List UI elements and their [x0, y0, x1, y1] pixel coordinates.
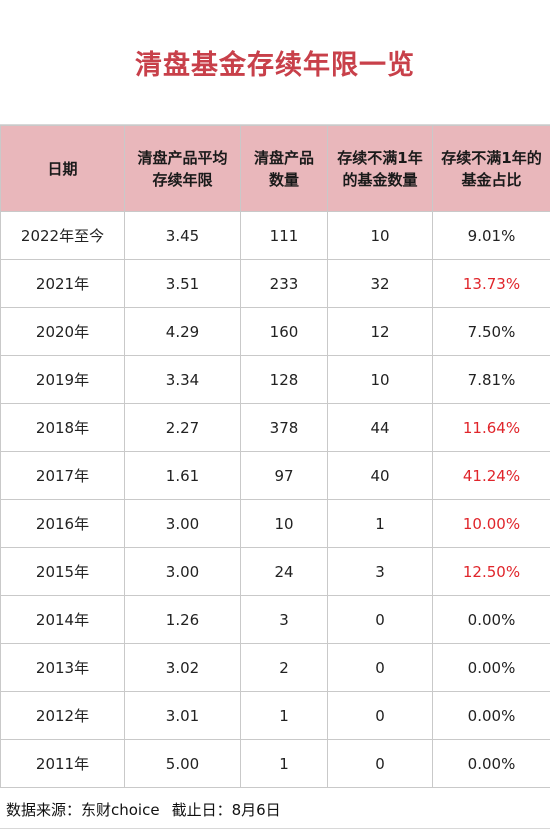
cell-under-one-ratio: 11.64% — [432, 403, 550, 452]
cell-under-one-ratio: 7.50% — [432, 307, 550, 356]
cell-count: 10 — [240, 499, 328, 548]
header-count: 清盘产品 数量 — [240, 125, 328, 212]
cell-under-one-ratio: 7.81% — [432, 355, 550, 404]
cell-under-one-count: 3 — [327, 547, 433, 596]
table-row: 2012年 3.01 1 0 0.00% — [0, 691, 550, 740]
cell-under-one-ratio: 10.00% — [432, 499, 550, 548]
cell-count: 378 — [240, 403, 328, 452]
table-row: 2015年 3.00 24 3 12.50% — [0, 547, 550, 596]
source-note: 数据来源：东财choice 截止日：8月6日 — [6, 792, 281, 826]
table-row: 2022年至今 3.45 111 10 9.01% — [0, 211, 550, 260]
cell-count: 97 — [240, 451, 328, 500]
header-avg-years: 清盘产品平均 存续年限 — [124, 125, 241, 212]
cell-avg-years: 1.61 — [124, 451, 241, 500]
cell-avg-years: 3.00 — [124, 499, 241, 548]
cell-under-one-ratio: 0.00% — [432, 691, 550, 740]
cell-under-one-ratio: 0.00% — [432, 595, 550, 644]
cell-avg-years: 3.00 — [124, 547, 241, 596]
table-row: 2020年 4.29 160 12 7.50% — [0, 307, 550, 356]
cell-under-one-count: 12 — [327, 307, 433, 356]
cutoff-date: 截止日：8月6日 — [171, 800, 281, 819]
cell-date: 2019年 — [0, 355, 125, 404]
table-row: 2018年 2.27 378 44 11.64% — [0, 403, 550, 452]
cell-count: 111 — [240, 211, 328, 260]
header-date: 日期 — [0, 125, 125, 212]
cell-under-one-count: 1 — [327, 499, 433, 548]
cell-date: 2017年 — [0, 451, 125, 500]
cell-count: 128 — [240, 355, 328, 404]
cell-under-one-count: 0 — [327, 691, 433, 740]
cell-avg-years: 1.26 — [124, 595, 241, 644]
cell-under-one-count: 0 — [327, 595, 433, 644]
table-row: 2011年 5.00 1 0 0.00% — [0, 739, 550, 788]
cell-under-one-ratio: 12.50% — [432, 547, 550, 596]
cell-under-one-count: 0 — [327, 643, 433, 692]
cell-avg-years: 3.01 — [124, 691, 241, 740]
table-body: 2022年至今 3.45 111 10 9.01% 2021年 3.51 233 32 13.73… — [0, 211, 550, 788]
footer-divider — [0, 828, 550, 829]
cell-under-one-count: 32 — [327, 259, 433, 308]
header-under-one-count: 存续不满1年 的基金数量 — [327, 125, 433, 212]
cell-date: 2014年 — [0, 595, 125, 644]
cell-under-one-ratio: 9.01% — [432, 211, 550, 260]
cell-count: 233 — [240, 259, 328, 308]
cell-count: 24 — [240, 547, 328, 596]
source-text: 数据来源：东财choice — [6, 800, 160, 819]
cell-date: 2015年 — [0, 547, 125, 596]
cell-date: 2022年至今 — [0, 211, 125, 260]
cell-under-one-ratio: 41.24% — [432, 451, 550, 500]
cell-date: 2018年 — [0, 403, 125, 452]
cell-count: 160 — [240, 307, 328, 356]
cell-under-one-count: 10 — [327, 211, 433, 260]
cell-date: 2016年 — [0, 499, 125, 548]
table-row: 2014年 1.26 3 0 0.00% — [0, 595, 550, 644]
cell-under-one-count: 10 — [327, 355, 433, 404]
cell-under-one-count: 44 — [327, 403, 433, 452]
title-divider — [0, 124, 550, 125]
table-header-row: 日期 清盘产品平均 存续年限 清盘产品 数量 存续不满1年 的基金数量 存续不满… — [0, 125, 550, 212]
cell-under-one-ratio: 0.00% — [432, 739, 550, 788]
cell-date: 2011年 — [0, 739, 125, 788]
cell-avg-years: 3.51 — [124, 259, 241, 308]
cell-under-one-count: 40 — [327, 451, 433, 500]
cell-date: 2012年 — [0, 691, 125, 740]
cell-count: 1 — [240, 739, 328, 788]
cell-avg-years: 2.27 — [124, 403, 241, 452]
table-row: 2013年 3.02 2 0 0.00% — [0, 643, 550, 692]
table-row: 2016年 3.00 10 1 10.00% — [0, 499, 550, 548]
fund-duration-table: 日期 清盘产品平均 存续年限 清盘产品 数量 存续不满1年 的基金数量 存续不满… — [0, 125, 550, 788]
cell-avg-years: 5.00 — [124, 739, 241, 788]
table-row: 2021年 3.51 233 32 13.73% — [0, 259, 550, 308]
cell-date: 2020年 — [0, 307, 125, 356]
table-row: 2019年 3.34 128 10 7.81% — [0, 355, 550, 404]
cell-count: 3 — [240, 595, 328, 644]
cell-count: 2 — [240, 643, 328, 692]
table-row: 2017年 1.61 97 40 41.24% — [0, 451, 550, 500]
cell-under-one-count: 0 — [327, 739, 433, 788]
cell-under-one-ratio: 13.73% — [432, 259, 550, 308]
cell-date: 2021年 — [0, 259, 125, 308]
cell-under-one-ratio: 0.00% — [432, 643, 550, 692]
cell-count: 1 — [240, 691, 328, 740]
cell-date: 2013年 — [0, 643, 125, 692]
cell-avg-years: 4.29 — [124, 307, 241, 356]
page-title: 清盘基金存续年限一览 — [135, 49, 415, 81]
cell-avg-years: 3.45 — [124, 211, 241, 260]
cell-avg-years: 3.02 — [124, 643, 241, 692]
header-under-one-ratio: 存续不满1年的 基金占比 — [432, 125, 550, 212]
cell-avg-years: 3.34 — [124, 355, 241, 404]
